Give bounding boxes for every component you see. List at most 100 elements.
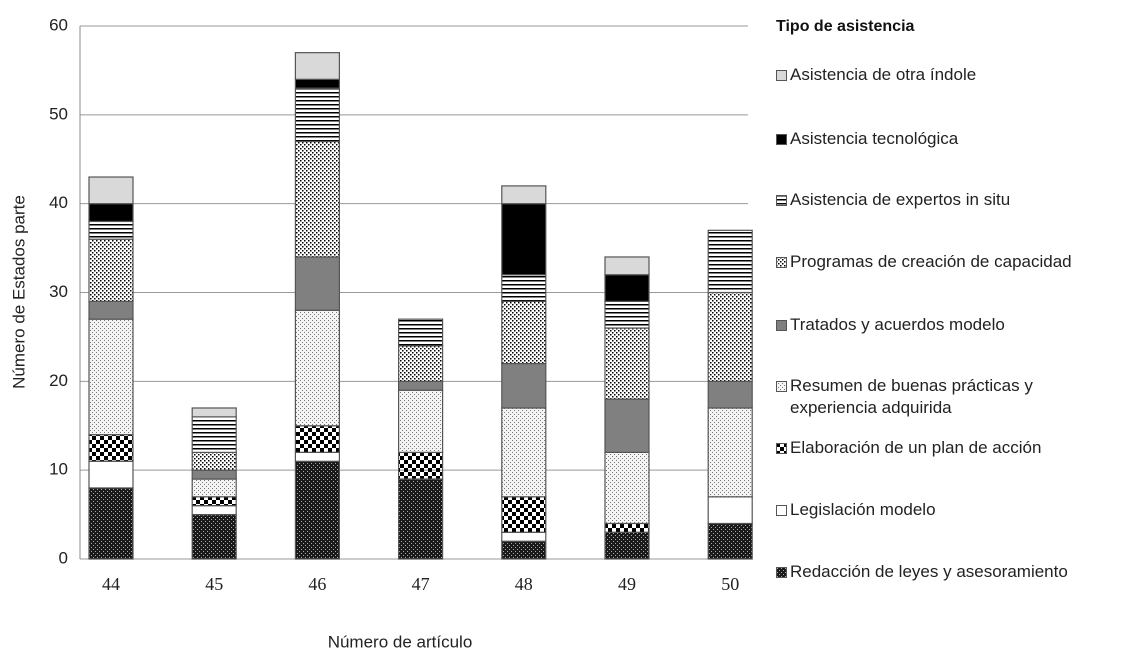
- bar-segment: [501, 300, 547, 365]
- bar-segment: [294, 460, 340, 560]
- bar-segment: [294, 309, 340, 427]
- bar-segment: [88, 238, 134, 302]
- legend-label: Programas de creación de capacidad: [790, 252, 1072, 271]
- legend-entry: Legislación modelo: [776, 499, 936, 521]
- legend-label: Legislación modelo: [790, 500, 936, 519]
- y-tick-label: 30: [49, 282, 68, 301]
- bar-segment: [604, 398, 650, 454]
- y-tick-label: 50: [49, 104, 68, 123]
- bar-segment: [604, 522, 650, 533]
- bar-segment: [294, 78, 340, 89]
- legend-swatch: [776, 567, 787, 578]
- x-tick-label: 46: [308, 574, 326, 594]
- legend-label: Asistencia de otra índole: [790, 65, 977, 84]
- y-tick-label: 0: [59, 548, 68, 567]
- bar-segment: [501, 203, 547, 276]
- bar-segment: [191, 407, 237, 418]
- x-tick-label: 44: [102, 574, 120, 594]
- x-tick-label: 49: [618, 574, 636, 594]
- legend-swatch: [776, 443, 787, 454]
- bar-segment: [501, 185, 547, 205]
- bar-segment: [294, 425, 340, 453]
- legend-label: Tratados y acuerdos modelo: [790, 315, 1005, 334]
- y-tick-label: 10: [49, 460, 68, 479]
- x-tick-label: 50: [721, 574, 739, 594]
- bar-segment: [294, 256, 340, 311]
- legend-entry: Programas de creación de capacidad: [776, 251, 1072, 273]
- bar-segment: [398, 345, 444, 382]
- bar-segment: [707, 496, 753, 525]
- bar-segment: [398, 380, 444, 391]
- legend-entry: Tratados y acuerdos modelo: [776, 314, 1005, 336]
- x-tick-label: 45: [205, 574, 223, 594]
- bar-segment: [707, 407, 753, 498]
- bar-segment: [88, 460, 134, 489]
- bar-segment: [501, 531, 547, 542]
- y-tick-label: 40: [49, 193, 68, 212]
- bar-segment: [191, 469, 237, 480]
- bar-segment: [604, 256, 650, 276]
- legend-entry: Resumen de buenas prácticas y experienci…: [776, 375, 1033, 419]
- bar-segment: [294, 87, 340, 143]
- bar-segment: [294, 451, 340, 462]
- legend-swatch: [776, 505, 787, 516]
- bar-segment: [88, 300, 134, 320]
- x-axis-label: Número de artículo: [328, 632, 473, 651]
- bar-segment: [604, 300, 650, 329]
- bar-segment: [707, 522, 753, 560]
- legend-label: Asistencia de expertos in situ: [790, 190, 1011, 209]
- legend-title: Tipo de asistencia: [776, 18, 915, 35]
- bar-segment: [501, 407, 547, 498]
- legend: Tipo de asistencia Redacción de leyes y …: [776, 0, 1148, 654]
- bar-segment: [88, 487, 134, 560]
- legend-label: Asistencia tecnológica: [790, 129, 959, 148]
- bar-segment: [501, 496, 547, 533]
- bar-segment: [501, 540, 547, 560]
- bar-segment: [88, 220, 134, 240]
- bar-segment: [191, 505, 237, 516]
- legend-label: Redacción de leyes y asesoramiento: [790, 562, 1068, 581]
- bar-segment: [88, 434, 134, 462]
- legend-entry: Asistencia de otra índole: [776, 64, 976, 86]
- legend-entry: Asistencia tecnológica: [776, 128, 958, 150]
- bar-segment: [707, 291, 753, 382]
- legend-entry: Asistencia de expertos in situ: [776, 189, 1010, 211]
- x-tick-label: 48: [515, 574, 533, 594]
- legend-entry: Redacción de leyes y asesoramiento: [776, 561, 1068, 583]
- bar-segment: [707, 229, 753, 294]
- y-tick-label: 20: [49, 371, 68, 390]
- y-tick-label: 60: [49, 15, 68, 34]
- legend-label: Elaboración de un plan de acción: [790, 438, 1042, 457]
- bar-segment: [398, 389, 444, 454]
- legend-swatch: [776, 134, 787, 145]
- bar-segment: [88, 203, 134, 223]
- legend-entry: Elaboración de un plan de acción: [776, 437, 1041, 459]
- bar-segment: [191, 496, 237, 507]
- bar-segment: [191, 478, 237, 498]
- legend-swatch: [776, 70, 787, 81]
- bar-segment: [501, 274, 547, 302]
- bar-segment: [191, 416, 237, 454]
- bar-segment: [604, 451, 650, 525]
- chart: Número de artículo Número de Estados par…: [9, 15, 753, 651]
- bar-segment: [294, 140, 340, 258]
- bar-segment: [88, 318, 134, 436]
- legend-label: Resumen de buenas prácticas y experienci…: [790, 376, 1033, 417]
- bar-segment: [398, 478, 444, 560]
- bar-segment: [88, 176, 134, 205]
- bar-segment: [501, 362, 547, 409]
- x-tick-label: 47: [412, 574, 430, 594]
- bar-segment: [604, 327, 650, 400]
- bar-segment: [398, 451, 444, 480]
- bar-segment: [294, 52, 340, 80]
- legend-swatch: [776, 381, 787, 392]
- legend-swatch: [776, 320, 787, 331]
- bar-segment: [191, 451, 237, 471]
- bar-segment: [398, 318, 444, 347]
- bar-segment: [604, 531, 650, 560]
- bar-segment: [191, 513, 237, 560]
- bar-segment: [604, 274, 650, 302]
- legend-swatch: [776, 195, 787, 206]
- y-axis-label: Número de Estados parte: [9, 195, 28, 389]
